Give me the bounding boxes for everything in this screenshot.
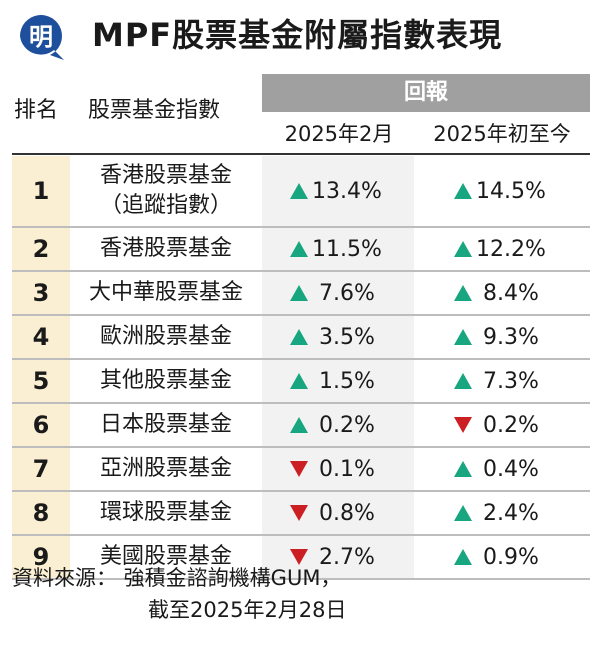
- column-header-rank: 排名: [14, 98, 59, 123]
- ytd-return-cell: 12.2%: [414, 228, 590, 270]
- fund-name-cell: 大中華股票基金: [88, 280, 243, 305]
- ytd-return-value: 7.3%: [476, 368, 539, 394]
- feb-return-value: 13.4%: [312, 178, 382, 204]
- source-line-2: 截至2025年2月28日: [148, 598, 347, 622]
- feb-return-cell: 7.6%: [262, 272, 414, 314]
- feb-return-cell: 3.5%: [262, 316, 414, 358]
- column-header-feb: 2025年2月: [284, 122, 394, 146]
- feb-return-value: 0.8%: [312, 500, 375, 526]
- source-note: 資料來源： 強積金諮詢機構GUM， 截至2025年2月28日: [12, 562, 347, 626]
- rank-cell: 2: [12, 228, 70, 270]
- rank-cell: 8: [12, 492, 70, 534]
- up-triangle-icon: [290, 285, 308, 301]
- feb-return-cell: 0.1%: [262, 448, 414, 490]
- feb-return-value: 0.2%: [312, 412, 375, 438]
- fund-name-cell: 美國股票基金: [99, 544, 232, 569]
- feb-return-value: 0.1%: [312, 456, 375, 482]
- ytd-return-cell: 0.9%: [414, 536, 590, 578]
- table-body: 1 香港股票基金 （追蹤指數） 13.4% 14.5% 2 香港股票基金 11.5% 12.2…: [12, 156, 590, 580]
- feb-return-cell: 11.5%: [262, 228, 414, 270]
- feb-return-cell: 0.2%: [262, 404, 414, 446]
- up-triangle-icon: [290, 417, 308, 433]
- feb-return-value: 7.6%: [312, 280, 375, 306]
- table-row: 1 香港股票基金 （追蹤指數） 13.4% 14.5%: [12, 156, 590, 228]
- column-header-name: 股票基金指數: [88, 98, 221, 123]
- rank-cell: 1: [12, 156, 70, 226]
- header: 明 MPF股票基金附屬指數表現: [0, 0, 600, 74]
- rank-cell: 3: [12, 272, 70, 314]
- fund-name-cell: 香港股票基金: [99, 236, 232, 261]
- ytd-return-value: 9.3%: [476, 324, 539, 350]
- feb-return-value: 1.5%: [312, 368, 375, 394]
- ytd-return-cell: 7.3%: [414, 360, 590, 402]
- ytd-return-value: 0.9%: [476, 544, 539, 570]
- down-triangle-icon: [290, 505, 308, 521]
- feb-return-cell: 1.5%: [262, 360, 414, 402]
- fund-name-cell: 香港股票基金 （追蹤指數）: [99, 163, 232, 218]
- fund-name-cell: 日本股票基金: [99, 412, 232, 437]
- table-row: 6 日本股票基金 0.2% 0.2%: [12, 404, 590, 448]
- fund-name-cell: 環球股票基金: [99, 500, 232, 525]
- rank-cell: 5: [12, 360, 70, 402]
- up-triangle-icon: [454, 183, 472, 199]
- fund-name-cell: 歐洲股票基金: [99, 324, 232, 349]
- table-row: 3 大中華股票基金 7.6% 8.4%: [12, 272, 590, 316]
- up-triangle-icon: [290, 329, 308, 345]
- up-triangle-icon: [454, 505, 472, 521]
- table-row: 7 亞洲股票基金 0.1% 0.4%: [12, 448, 590, 492]
- up-triangle-icon: [454, 549, 472, 565]
- column-group-header-return: 回報: [262, 74, 590, 112]
- feb-return-cell: 2.7%: [262, 536, 414, 578]
- up-triangle-icon: [454, 285, 472, 301]
- ytd-return-value: 8.4%: [476, 280, 539, 306]
- ytd-return-cell: 9.3%: [414, 316, 590, 358]
- up-triangle-icon: [290, 373, 308, 389]
- up-triangle-icon: [454, 329, 472, 345]
- down-triangle-icon: [290, 549, 308, 565]
- ytd-return-value: 2.4%: [476, 500, 539, 526]
- feb-return-value: 3.5%: [312, 324, 375, 350]
- rank-cell: 9: [12, 536, 70, 578]
- ming-pao-logo: 明: [20, 15, 64, 60]
- ytd-return-cell: 14.5%: [414, 156, 590, 226]
- ytd-return-cell: 0.2%: [414, 404, 590, 446]
- up-triangle-icon: [290, 183, 308, 199]
- fund-name-cell: 亞洲股票基金: [99, 456, 232, 481]
- table-row: 2 香港股票基金 11.5% 12.2%: [12, 228, 590, 272]
- feb-return-cell: 0.8%: [262, 492, 414, 534]
- down-triangle-icon: [454, 417, 472, 433]
- up-triangle-icon: [454, 461, 472, 477]
- feb-return-cell: 13.4%: [262, 156, 414, 226]
- ytd-return-cell: 0.4%: [414, 448, 590, 490]
- feb-return-value: 2.7%: [312, 544, 375, 570]
- table-row: 9 美國股票基金 2.7% 0.9%: [12, 536, 590, 580]
- table-row: 4 歐洲股票基金 3.5% 9.3%: [12, 316, 590, 360]
- rank-cell: 7: [12, 448, 70, 490]
- svg-text:明: 明: [29, 23, 53, 51]
- page-title: MPF股票基金附屬指數表現: [92, 16, 503, 54]
- ytd-return-value: 0.2%: [476, 412, 539, 438]
- ytd-return-value: 0.4%: [476, 456, 539, 482]
- fund-name-cell: 其他股票基金: [99, 368, 232, 393]
- table-row: 8 環球股票基金 0.8% 2.4%: [12, 492, 590, 536]
- up-triangle-icon: [454, 373, 472, 389]
- up-triangle-icon: [290, 241, 308, 257]
- ytd-return-value: 12.2%: [476, 236, 546, 262]
- rank-cell: 6: [12, 404, 70, 446]
- table-row: 5 其他股票基金 1.5% 7.3%: [12, 360, 590, 404]
- rank-cell: 4: [12, 316, 70, 358]
- header-divider: [12, 153, 590, 155]
- ytd-return-value: 14.5%: [476, 178, 546, 204]
- feb-return-value: 11.5%: [312, 236, 382, 262]
- source-line-1: 資料來源： 強積金諮詢機構GUM，: [12, 566, 342, 590]
- column-header-ytd: 2025年初至今: [433, 122, 571, 146]
- ytd-return-cell: 2.4%: [414, 492, 590, 534]
- up-triangle-icon: [454, 241, 472, 257]
- ytd-return-cell: 8.4%: [414, 272, 590, 314]
- down-triangle-icon: [290, 461, 308, 477]
